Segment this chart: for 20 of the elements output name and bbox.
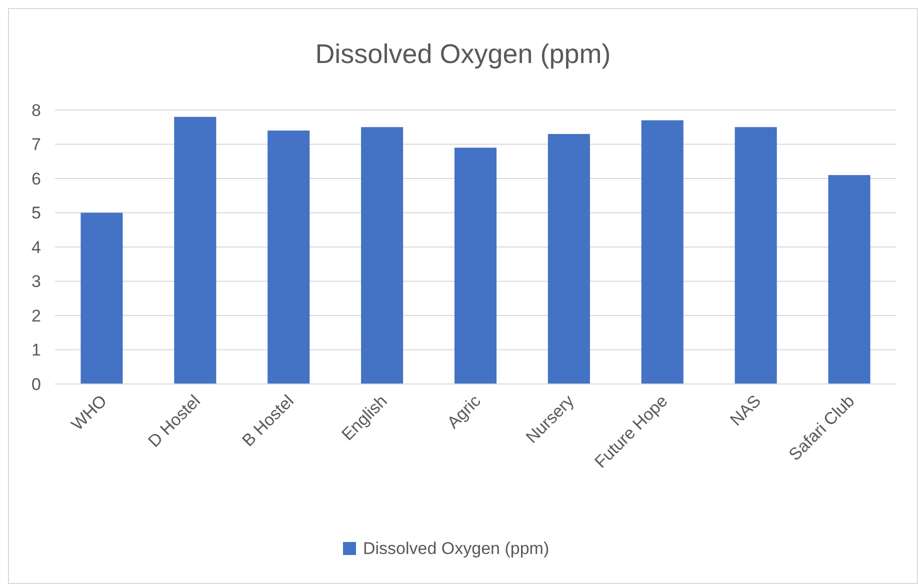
y-tick-label: 2 (32, 306, 41, 326)
bar (641, 120, 684, 384)
bar (268, 130, 310, 384)
y-tick-label: 5 (32, 204, 41, 223)
bar (361, 127, 404, 384)
bar (548, 134, 590, 384)
legend-label: Dissolved Oxygen (ppm) (363, 539, 550, 558)
bar (80, 212, 123, 384)
y-tick-label: 8 (32, 100, 41, 120)
chart-title: Dissolved Oxygen (ppm) (315, 39, 611, 69)
y-tick-label: 1 (32, 340, 41, 360)
bar (174, 116, 216, 384)
bar (734, 127, 777, 384)
y-tick-label: 3 (32, 272, 41, 292)
y-tick-label: 7 (32, 135, 41, 154)
bar (828, 175, 870, 384)
y-tick-label: 0 (32, 374, 41, 394)
bar (454, 148, 497, 384)
y-tick-label: 6 (32, 169, 41, 188)
y-tick-label: 4 (32, 238, 41, 257)
